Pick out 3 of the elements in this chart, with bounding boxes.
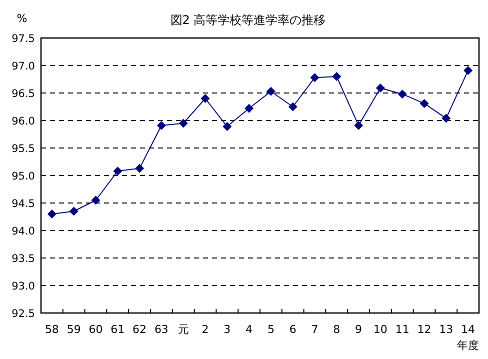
ylabel: % [16, 12, 28, 25]
title: 図2 高等学校等進学率の推移 [170, 13, 326, 27]
xlabel: 年度 [457, 339, 479, 352]
